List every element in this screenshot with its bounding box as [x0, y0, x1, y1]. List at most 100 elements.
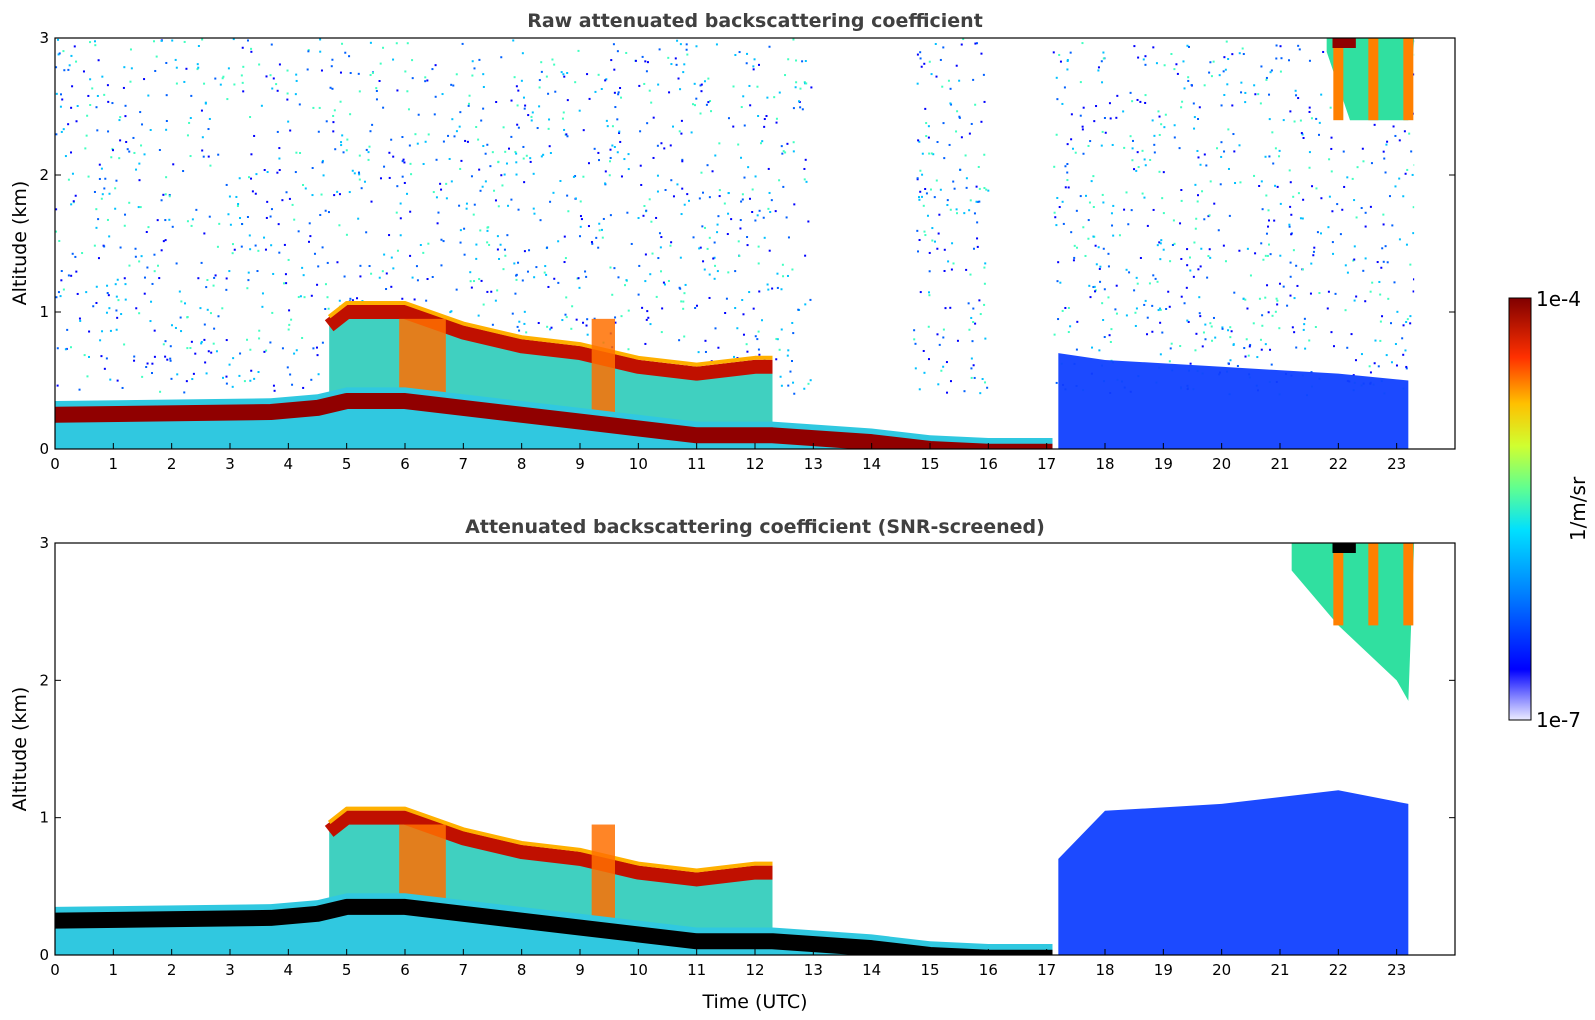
noise-point [981, 377, 984, 380]
noise-point [708, 273, 711, 276]
noise-point [88, 330, 91, 333]
noise-point [739, 227, 742, 230]
noise-point [146, 362, 149, 365]
noise-point [1295, 346, 1298, 349]
noise-point [263, 350, 266, 353]
noise-point [158, 149, 161, 152]
noise-point [401, 175, 404, 178]
noise-point [83, 354, 86, 357]
noise-point [484, 152, 487, 155]
noise-point [972, 321, 975, 324]
noise-point [1104, 131, 1107, 134]
noise-point [1189, 269, 1192, 272]
noise-point [946, 391, 949, 394]
noise-point [226, 98, 229, 101]
noise-point [1182, 60, 1185, 63]
noise-point [1204, 338, 1207, 341]
noise-point [656, 144, 659, 147]
noise-point [1412, 206, 1415, 209]
noise-point [1331, 241, 1334, 244]
noise-point [358, 90, 361, 93]
noise-point [1169, 260, 1172, 263]
noise-point [761, 319, 764, 322]
noise-point [1229, 336, 1232, 339]
noise-point [501, 184, 504, 187]
noise-point [1180, 199, 1183, 202]
noise-point [409, 254, 412, 257]
noise-point [207, 350, 210, 353]
noise-point [587, 162, 590, 165]
chart-title: Attenuated backscattering coefficient (S… [465, 516, 1045, 538]
noise-point [477, 138, 480, 141]
noise-point [62, 128, 65, 131]
noise-point [1187, 76, 1190, 79]
noise-point [1088, 284, 1091, 287]
noise-point [708, 296, 711, 299]
noise-point [317, 373, 320, 376]
noise-point [935, 179, 938, 182]
noise-point [1213, 202, 1216, 205]
noise-point [1125, 268, 1128, 271]
x-tick-label: 20 [1212, 961, 1231, 979]
noise-point [1110, 212, 1113, 215]
noise-point [1092, 235, 1095, 238]
noise-point [614, 316, 617, 319]
noise-point [586, 318, 589, 321]
noise-point [1127, 223, 1130, 226]
noise-point [435, 158, 438, 161]
noise-point [529, 160, 532, 163]
noise-point [1128, 271, 1131, 274]
noise-point [572, 175, 575, 178]
noise-point [700, 90, 703, 93]
noise-point [682, 300, 685, 303]
noise-point [970, 357, 973, 360]
noise-point [138, 312, 141, 315]
noise-point [600, 228, 603, 231]
noise-point [1168, 360, 1171, 363]
noise-point [804, 158, 807, 161]
noise-point [942, 122, 945, 125]
noise-point [1228, 214, 1231, 217]
noise-point [498, 257, 501, 260]
noise-point [545, 273, 548, 276]
noise-point [767, 207, 770, 210]
noise-point [278, 147, 281, 150]
noise-point [459, 229, 462, 232]
noise-point [130, 67, 133, 70]
noise-point [468, 94, 471, 97]
noise-point [116, 316, 119, 319]
noise-point [343, 275, 346, 278]
noise-point [1336, 203, 1339, 206]
noise-point [1225, 40, 1228, 43]
noise-point [967, 302, 970, 305]
noise-point [1212, 60, 1215, 63]
noise-point [257, 370, 260, 373]
noise-point [123, 224, 126, 227]
noise-point [204, 361, 207, 364]
noise-point [1394, 185, 1397, 188]
noise-point [1278, 327, 1281, 330]
noise-point [520, 79, 523, 82]
noise-point [522, 145, 525, 148]
noise-point [1201, 345, 1204, 348]
noise-point [402, 158, 405, 161]
noise-point [496, 248, 499, 251]
noise-point [336, 261, 339, 264]
noise-point [250, 153, 253, 156]
noise-point [933, 196, 936, 199]
noise-point [681, 187, 684, 190]
noise-point [1296, 284, 1299, 287]
noise-point [306, 68, 309, 71]
noise-point [1196, 194, 1199, 197]
noise-point [536, 127, 539, 130]
noise-point [778, 179, 781, 182]
noise-point [191, 218, 194, 221]
noise-point [1173, 136, 1176, 139]
noise-point [250, 177, 253, 180]
noise-point [132, 136, 135, 139]
noise-point [1409, 315, 1412, 318]
noise-point [388, 176, 391, 179]
noise-point [74, 194, 77, 197]
noise-point [983, 187, 986, 190]
noise-point [949, 208, 952, 211]
